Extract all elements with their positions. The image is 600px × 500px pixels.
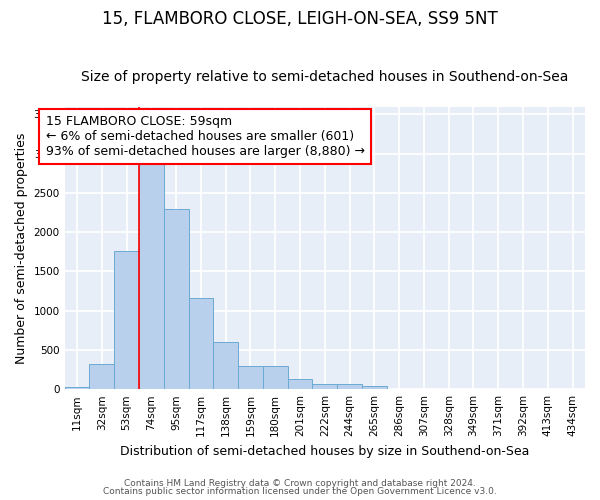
Bar [65,387,89,389]
Bar [362,386,387,389]
Bar [313,384,337,389]
Bar [263,366,287,389]
Bar [114,251,139,389]
Bar [164,210,188,389]
Bar [287,379,313,389]
Text: 15 FLAMBORO CLOSE: 59sqm
← 6% of semi-detached houses are smaller (601)
93% of s: 15 FLAMBORO CLOSE: 59sqm ← 6% of semi-de… [46,115,365,158]
Bar [188,298,214,389]
X-axis label: Distribution of semi-detached houses by size in Southend-on-Sea: Distribution of semi-detached houses by … [120,444,530,458]
Bar [337,384,362,389]
Y-axis label: Number of semi-detached properties: Number of semi-detached properties [15,132,28,364]
Bar [238,366,263,389]
Bar [139,160,164,389]
Text: Contains public sector information licensed under the Open Government Licence v3: Contains public sector information licen… [103,487,497,496]
Text: 15, FLAMBORO CLOSE, LEIGH-ON-SEA, SS9 5NT: 15, FLAMBORO CLOSE, LEIGH-ON-SEA, SS9 5N… [102,10,498,28]
Text: Contains HM Land Registry data © Crown copyright and database right 2024.: Contains HM Land Registry data © Crown c… [124,478,476,488]
Bar [214,342,238,389]
Bar [89,364,114,389]
Title: Size of property relative to semi-detached houses in Southend-on-Sea: Size of property relative to semi-detach… [81,70,569,85]
